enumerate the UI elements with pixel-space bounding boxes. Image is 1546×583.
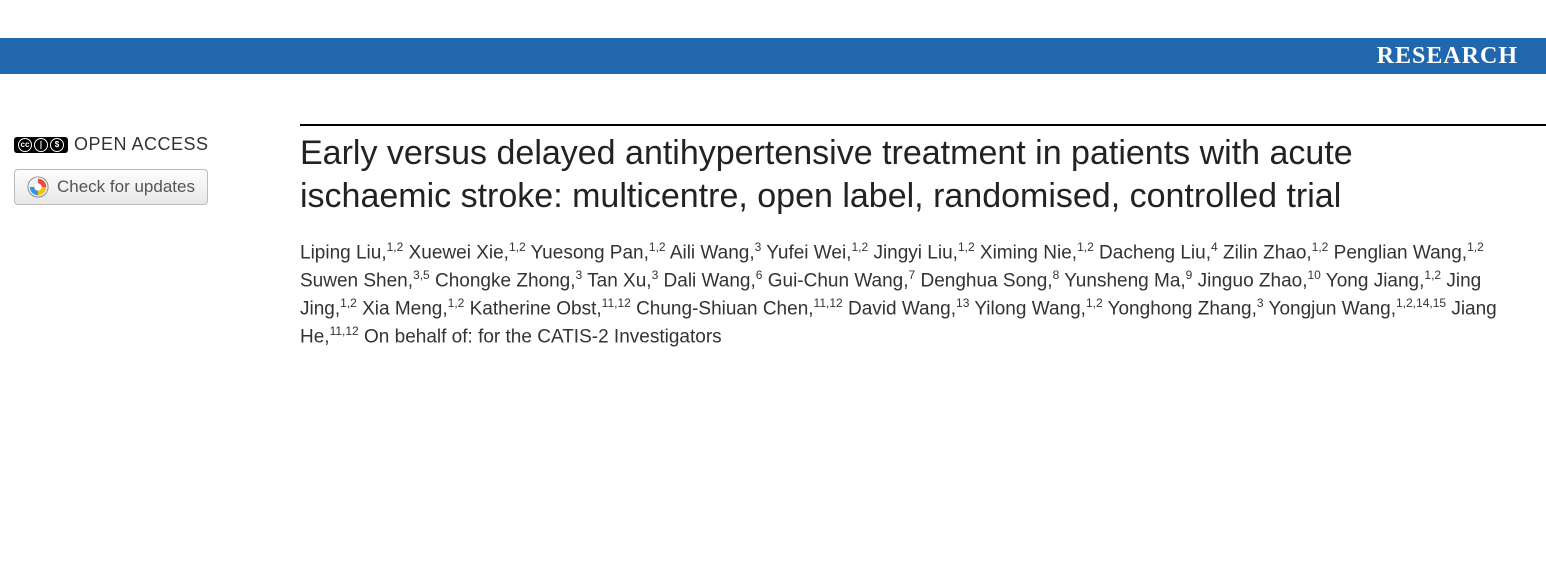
author: Yongjun Wang, xyxy=(1269,298,1396,319)
author-affiliation: 1,2 xyxy=(1077,240,1094,254)
author-affiliation: 1,2 xyxy=(387,240,404,254)
author-affiliation: 1,2 xyxy=(1312,240,1329,254)
author: Xuewei Xie, xyxy=(409,242,509,263)
author: Liping Liu, xyxy=(300,242,387,263)
author-list: Liping Liu,1,2 Xuewei Xie,1,2 Yuesong Pa… xyxy=(300,239,1506,351)
open-access-badge: cc ❘ $ OPEN ACCESS xyxy=(14,134,286,155)
author: Yufei Wei, xyxy=(766,242,851,263)
author: Jingyi Liu, xyxy=(873,242,958,263)
author: Yunsheng Ma, xyxy=(1064,270,1185,291)
on-behalf-text: On behalf of: for the CATIS-2 Investigat… xyxy=(364,326,722,347)
banner-label: RESEARCH xyxy=(1377,43,1518,70)
author: Katherine Obst, xyxy=(470,298,602,319)
content-area: cc ❘ $ OPEN ACCESS Check for updates Ear… xyxy=(0,124,1546,351)
crossmark-icon xyxy=(27,176,49,198)
author-affiliation: 7 xyxy=(909,268,916,282)
author: Xia Meng, xyxy=(362,298,448,319)
author: Denghua Song, xyxy=(921,270,1053,291)
author-affiliation: 1,2,14,15 xyxy=(1396,296,1446,310)
author: Yong Jiang, xyxy=(1326,270,1425,291)
author-affiliation: 10 xyxy=(1308,268,1321,282)
author-affiliation: 8 xyxy=(1053,268,1060,282)
check-for-updates-button[interactable]: Check for updates xyxy=(14,169,208,205)
author: Dali Wang, xyxy=(664,270,756,291)
article-title: Early versus delayed antihypertensive tr… xyxy=(300,132,1506,217)
author-affiliation: 3 xyxy=(755,240,762,254)
author-affiliation: 11,12 xyxy=(814,296,843,310)
author-affiliation: 3 xyxy=(1257,296,1264,310)
author-affiliation: 3 xyxy=(576,268,583,282)
sidebar: cc ❘ $ OPEN ACCESS Check for updates xyxy=(0,124,300,351)
author-affiliation: 1,2 xyxy=(1424,268,1441,282)
author-affiliation: 11,12 xyxy=(602,296,631,310)
author: Chongke Zhong, xyxy=(435,270,576,291)
author: Dacheng Liu, xyxy=(1099,242,1211,263)
author: Yuesong Pan, xyxy=(531,242,649,263)
author: Zilin Zhao, xyxy=(1223,242,1312,263)
author-affiliation: 1,2 xyxy=(851,240,868,254)
author-affiliation: 1,2 xyxy=(509,240,526,254)
author: Suwen Shen, xyxy=(300,270,413,291)
author-affiliation: 1,2 xyxy=(649,240,666,254)
author: Gui-Chun Wang, xyxy=(768,270,909,291)
author-affiliation: 6 xyxy=(756,268,763,282)
cc-license-icon: cc ❘ $ xyxy=(14,137,68,153)
open-access-label: OPEN ACCESS xyxy=(74,134,209,155)
author: David Wang, xyxy=(848,298,956,319)
check-updates-label: Check for updates xyxy=(57,177,195,197)
author: Chung-Shiuan Chen, xyxy=(636,298,813,319)
author: Jinguo Zhao, xyxy=(1198,270,1308,291)
author: Tan Xu, xyxy=(587,270,651,291)
author-affiliation: 1,2 xyxy=(1467,240,1484,254)
author: Penglian Wang, xyxy=(1334,242,1467,263)
author: Ximing Nie, xyxy=(980,242,1077,263)
article-main: Early versus delayed antihypertensive tr… xyxy=(300,124,1546,351)
author-affiliation: 9 xyxy=(1186,268,1193,282)
author: Yonghong Zhang, xyxy=(1108,298,1257,319)
author-affiliation: 4 xyxy=(1211,240,1218,254)
author: Yilong Wang, xyxy=(974,298,1086,319)
author-affiliation: 1,2 xyxy=(958,240,975,254)
author-affiliation: 1,2 xyxy=(340,296,357,310)
author-affiliation: 1,2 xyxy=(1086,296,1103,310)
author-affiliation: 1,2 xyxy=(448,296,465,310)
author-affiliation: 3 xyxy=(652,268,659,282)
section-banner: RESEARCH xyxy=(0,38,1546,74)
author-affiliation: 13 xyxy=(956,296,969,310)
author-affiliation: 11,12 xyxy=(330,324,359,338)
author-affiliation: 3,5 xyxy=(413,268,430,282)
author: Aili Wang, xyxy=(670,242,755,263)
